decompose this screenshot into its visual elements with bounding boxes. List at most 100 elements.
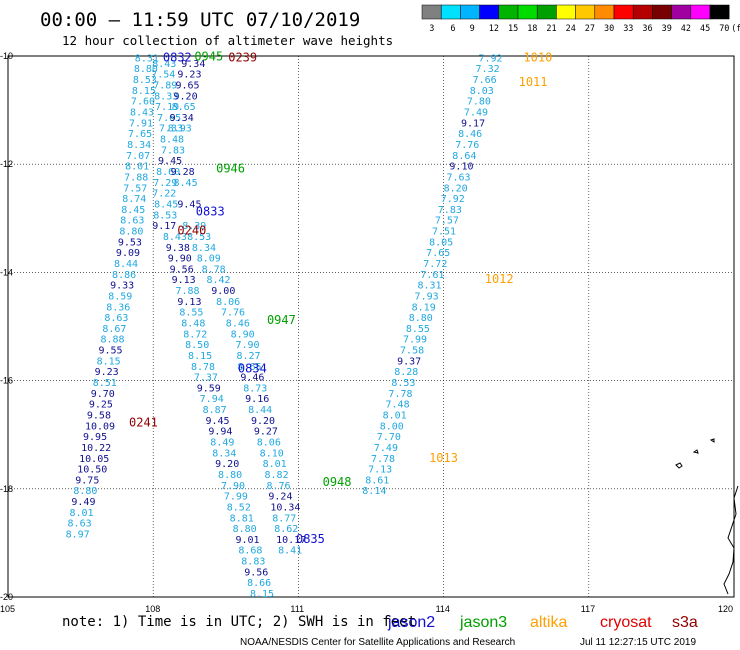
data-point-label: 8.87: [203, 405, 227, 416]
page-title: 00:00 – 11:59 UTC 07/10/2019: [40, 9, 360, 31]
data-point-label: 7.13: [368, 465, 392, 476]
data-point-label: 9.24: [268, 492, 292, 503]
data-point-label: 7.65: [426, 248, 450, 259]
island: [709, 438, 715, 443]
colorbar-tick: 18: [527, 24, 537, 34]
colorbar-swatch: [479, 4, 500, 20]
legend: jason2 jason3 altika cryosat s3a: [387, 614, 698, 631]
pass-time-label: 1013: [429, 451, 458, 465]
data-point-label: 8.81: [230, 513, 254, 524]
data-point-label: 9.95: [83, 432, 107, 443]
data-point-label: 8.65: [237, 362, 261, 373]
data-point-label: 7.76: [221, 308, 245, 319]
grid: [8, 56, 734, 597]
colorbar-tick: 15: [508, 24, 518, 34]
data-point-label: 7.57: [123, 183, 147, 194]
data-point-label: 7.90: [221, 481, 245, 492]
x-tick-label: 120: [718, 604, 733, 614]
data-point-label: 8.31: [417, 281, 441, 292]
data-point-label: 9.28: [171, 167, 195, 178]
data-point-label: 8.55: [179, 308, 203, 319]
colorbar-swatch: [594, 4, 615, 20]
data-point-label: 7.65: [128, 129, 152, 140]
data-point-label: 9.37: [397, 356, 421, 367]
y-tick-label: -16: [0, 376, 13, 386]
data-point-label: 8.48: [160, 135, 184, 146]
coastline: [723, 485, 739, 595]
pass-time-label: 0241: [129, 416, 158, 430]
pass-time-label: 0947: [267, 313, 296, 327]
data-point-label: 8.72: [183, 329, 207, 340]
data-point-label: 7.66: [473, 75, 497, 86]
colorbar-tick: 36: [642, 24, 652, 34]
data-point-label: 8.73: [243, 383, 267, 394]
data-point-label: 8.63: [68, 519, 92, 530]
island: [675, 462, 683, 469]
pass-time-label: 0834: [238, 361, 267, 375]
colorbar-tick: 27: [585, 24, 595, 34]
data-point-label: 8.45: [154, 199, 178, 210]
data-point-label: 8.15: [132, 86, 156, 97]
pass-time-label: 0239: [228, 50, 257, 64]
data-point-label: 8.55: [406, 324, 430, 335]
data-point-label: 8.00: [380, 421, 404, 432]
colorbar-tick: 9: [470, 24, 475, 34]
footer-note: note: 1) Time is in UTC; 2) SWH is in fe…: [62, 614, 416, 630]
legend-entry: altika: [530, 614, 567, 631]
data-point-label: 7.76: [455, 140, 479, 151]
data-point-label: 7.51: [432, 227, 456, 238]
page-subtitle: 12 hour collection of altimeter wave hei…: [62, 33, 393, 48]
data-point-label: 8.06: [216, 297, 240, 308]
data-point-label: 9.34: [170, 113, 194, 124]
island: [692, 449, 699, 454]
data-point-label: 8.34: [212, 448, 236, 459]
data-point-label: 8.19: [412, 302, 436, 313]
data-point-label: 8.34: [192, 243, 216, 254]
colorbar-swatch: [652, 4, 672, 20]
colorbar-unit: (ft): [731, 24, 740, 34]
data-point-label: 8.50: [185, 340, 209, 351]
data-point-label: 8.34: [127, 140, 151, 151]
pass-time-label: 1010: [523, 50, 552, 64]
colorbar-swatch: [709, 4, 730, 20]
data-point-label: 7.93: [415, 291, 439, 302]
pass-time-label: 0835: [296, 532, 325, 546]
plot-area: 105 108 111 114 117 120 -10 -12 -14 -16 -18 -20 8.3…: [0, 49, 739, 614]
data-point-label: 9.00: [211, 286, 235, 297]
data-point-label: 7.99: [403, 335, 427, 346]
data-point-label: 8.33: [154, 91, 178, 102]
colorbar-swatch: [613, 4, 634, 20]
data-point-label: 8.01: [383, 410, 407, 421]
data-point-label: 9.49: [71, 497, 95, 508]
data-point-label: 7.58: [400, 346, 424, 357]
data-point-label: 8.74: [122, 194, 146, 205]
legend-entry: jason3: [459, 614, 507, 631]
legend-entry: jason2: [387, 614, 435, 631]
colorbar-tick: 6: [450, 24, 455, 34]
colorbar-swatch: [556, 4, 576, 20]
data-point-label: 8.03: [470, 86, 494, 97]
data-point-label: 7.60: [131, 97, 155, 108]
data-point-label: 9.65: [175, 80, 199, 91]
data-point-label: 7.29: [153, 178, 177, 189]
data-point-label: 9.45: [205, 416, 229, 427]
y-tick-label: -18: [0, 484, 13, 494]
y-tick-label: -10: [0, 51, 13, 61]
data-point-label: 8.97: [66, 529, 90, 540]
footer-credit: NOAA/NESDIS Center for Satellite Applica…: [240, 637, 515, 648]
y-tick-label: -14: [0, 267, 13, 277]
data-point-label: 8.15: [188, 351, 212, 362]
colorbar-swatch: [632, 4, 653, 20]
data-point-label: 9.90: [168, 254, 192, 265]
data-point-label: 8.20: [444, 183, 468, 194]
y-tick-label: -12: [0, 159, 13, 169]
pass-time-label: 0832: [163, 50, 192, 64]
data-point-label: 9.20: [174, 91, 198, 102]
data-point-label: 8.62: [274, 524, 298, 535]
data-point-label: 8.80: [233, 524, 257, 535]
colorbar-tick: 24: [566, 24, 576, 34]
data-point-label: 9.27: [254, 427, 278, 438]
data-point-label: 9.10: [449, 162, 473, 173]
data-point-label: 8.90: [231, 329, 255, 340]
